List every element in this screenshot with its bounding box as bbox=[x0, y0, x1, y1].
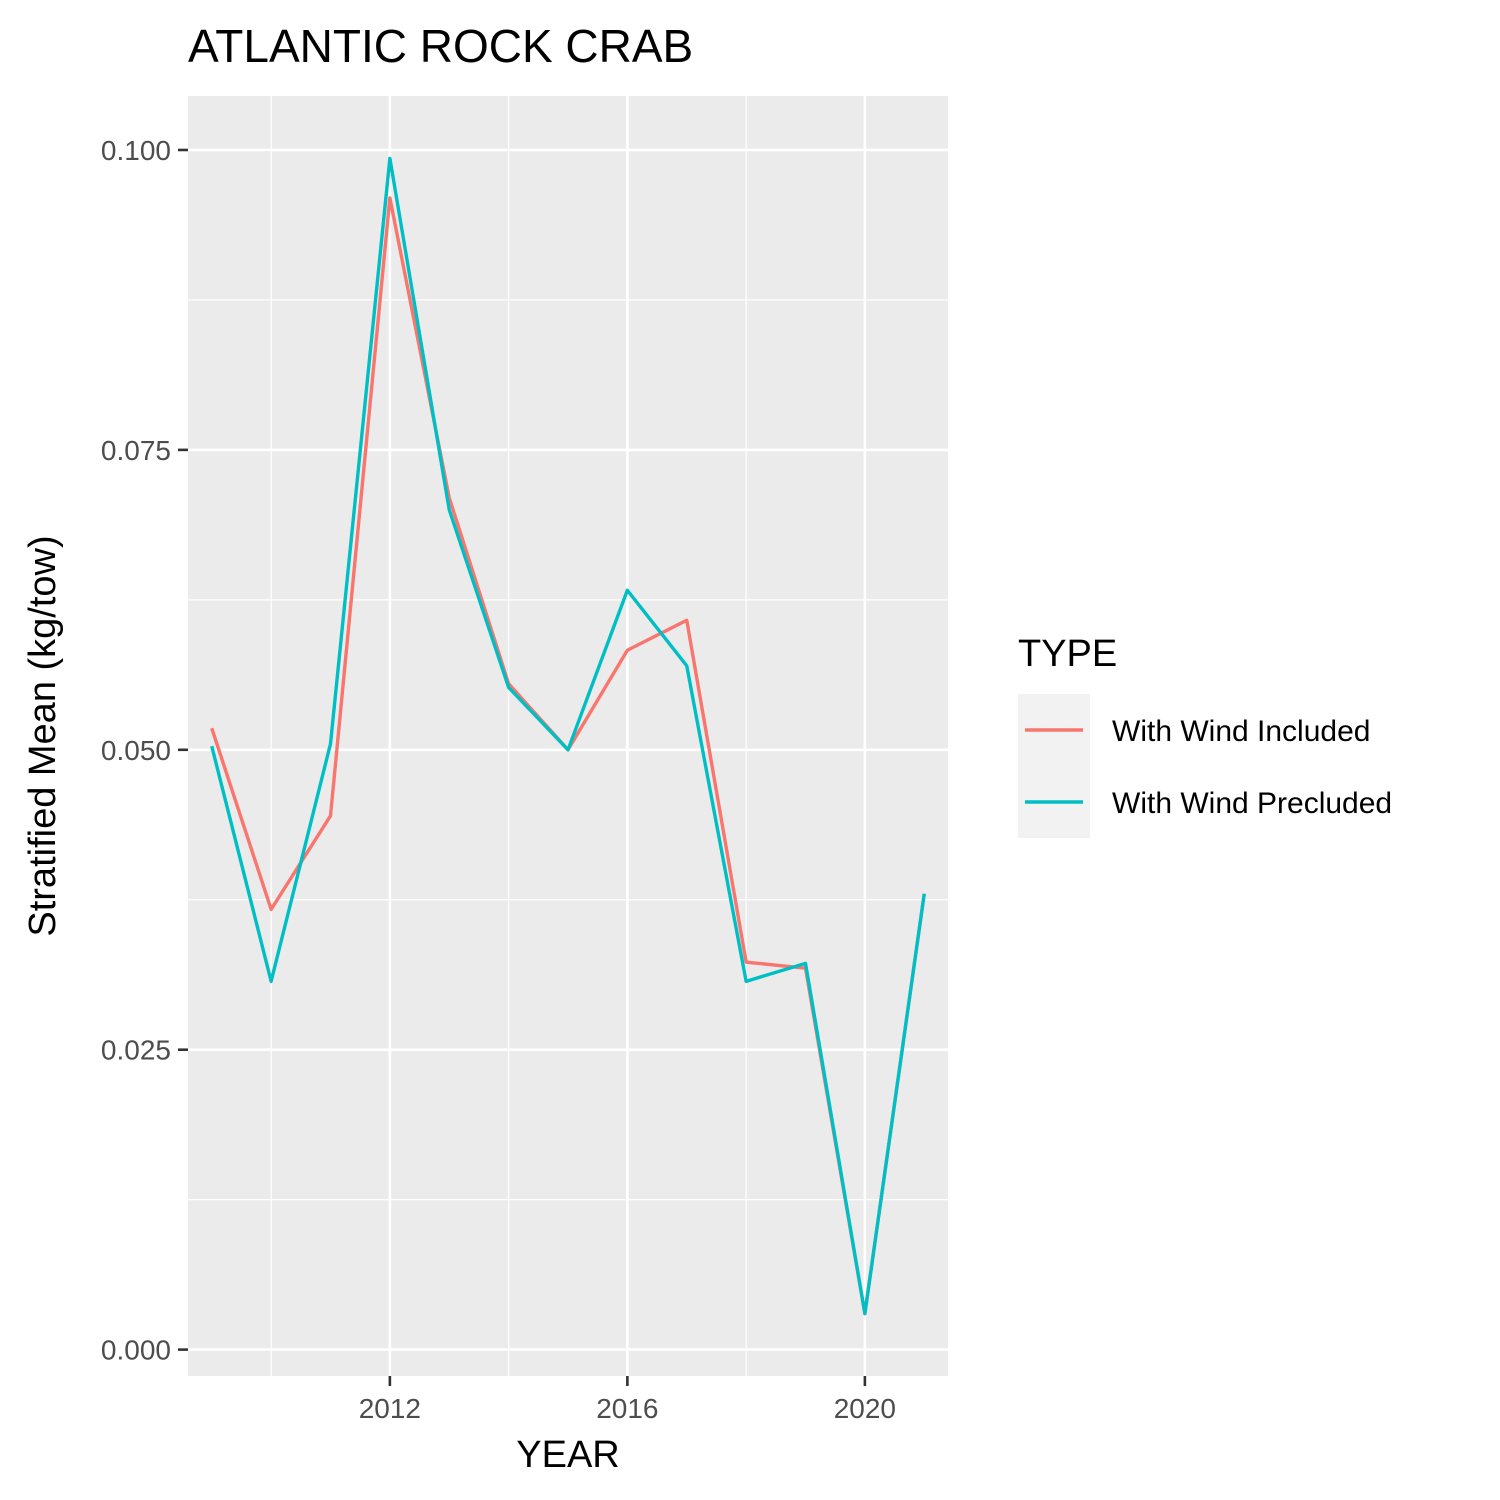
plot-panel bbox=[188, 96, 948, 1376]
y-tick-label: 0.025 bbox=[101, 1035, 171, 1066]
y-tick-label: 0.050 bbox=[101, 735, 171, 766]
legend: TYPE With Wind Included With Wind Preclud… bbox=[1018, 633, 1392, 838]
y-tick-label: 0.100 bbox=[101, 135, 171, 166]
y-axis-title: Stratified Mean (kg/tow) bbox=[22, 535, 64, 936]
y-tick-label: 0.075 bbox=[101, 435, 171, 466]
series-line bbox=[210, 156, 926, 1316]
y-axis: 0.000 0.025 0.050 0.075 0.100 bbox=[101, 135, 188, 1366]
x-axis-title: YEAR bbox=[516, 1434, 619, 1476]
legend-label: With Wind Included bbox=[1112, 715, 1370, 748]
x-tick-label: 2012 bbox=[359, 1393, 421, 1424]
y-tick-label: 0.000 bbox=[101, 1335, 171, 1366]
minor-gridlines bbox=[188, 96, 948, 1376]
x-tick-label: 2020 bbox=[834, 1393, 896, 1424]
legend-title: TYPE bbox=[1018, 633, 1117, 675]
series-lines bbox=[210, 156, 926, 1316]
legend-items: With Wind Included With Wind Precluded bbox=[1018, 694, 1392, 838]
x-tick-label: 2016 bbox=[596, 1393, 658, 1424]
major-gridlines bbox=[188, 96, 948, 1376]
legend-label: With Wind Precluded bbox=[1112, 787, 1392, 820]
x-axis: 2012 2016 2020 bbox=[359, 1376, 896, 1424]
chart-title: ATLANTIC ROCK CRAB bbox=[188, 20, 693, 72]
